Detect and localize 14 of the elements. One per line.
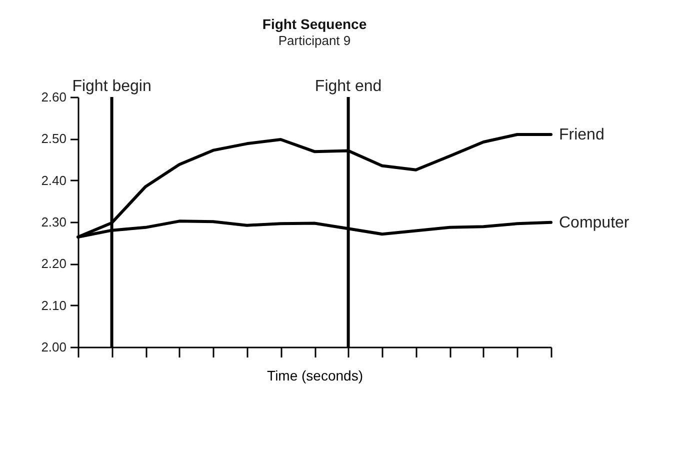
y-tick-label: 2.40 <box>41 172 66 188</box>
y-tick-label: 2.20 <box>41 256 66 272</box>
text: Fight end <box>314 78 382 95</box>
y-tick-label: 2.30 <box>41 214 66 230</box>
series-label: Friend <box>559 126 604 144</box>
y-tick-label: 2.50 <box>41 131 66 146</box>
chart-title: Fight Sequence <box>262 16 367 32</box>
y-tick-label: 2.00 <box>41 340 66 354</box>
series-label: Computer <box>559 214 630 232</box>
y-tick-label: 2.10 <box>41 298 66 313</box>
chart-subtitle: Participant 9 <box>278 33 351 48</box>
text: Fight begin <box>72 78 152 95</box>
x-axis-title: Time (seconds) <box>267 368 363 384</box>
y-tick-label: 2.60 <box>41 90 66 104</box>
